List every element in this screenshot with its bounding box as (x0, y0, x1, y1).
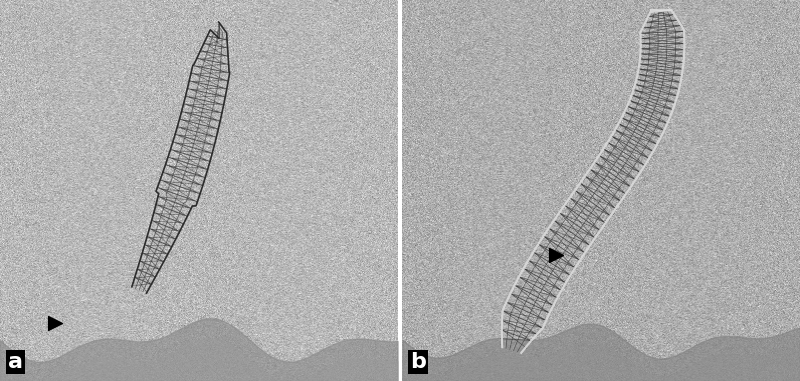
Text: a: a (8, 352, 23, 372)
Text: b: b (410, 352, 426, 372)
